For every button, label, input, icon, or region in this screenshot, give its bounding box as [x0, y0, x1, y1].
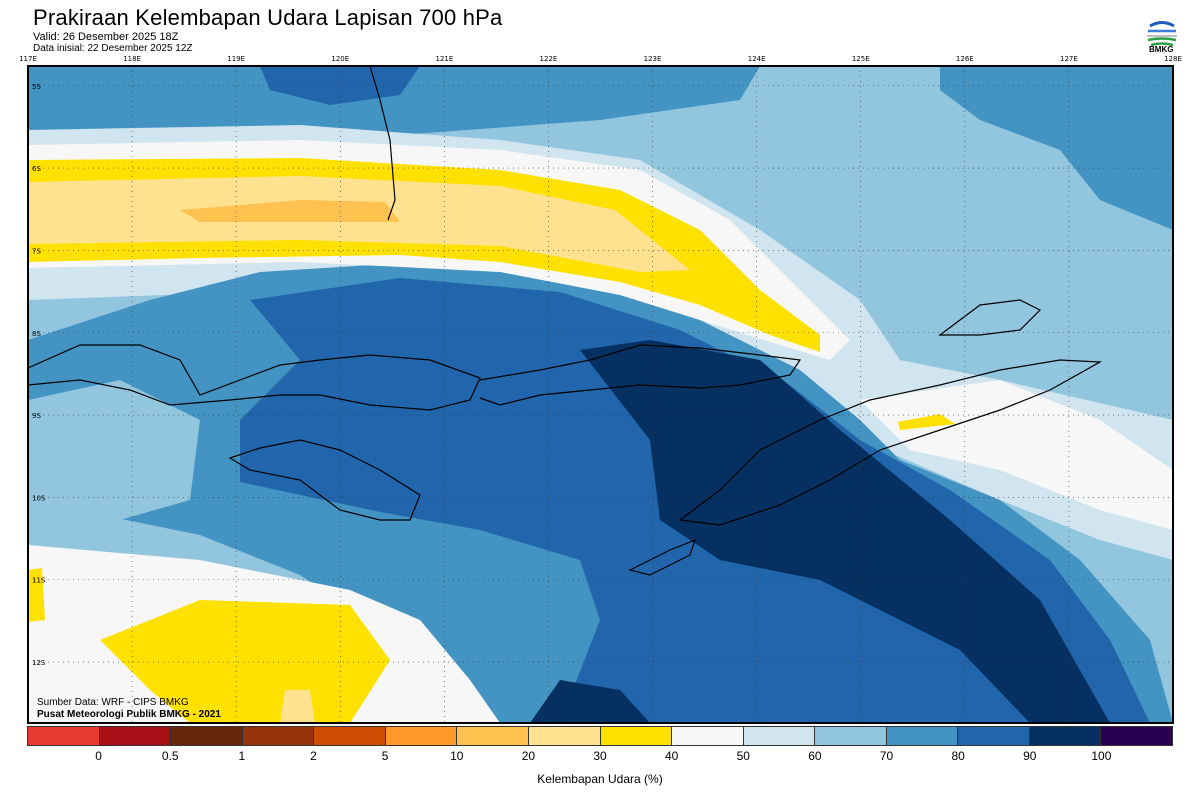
lon-tick-label: 127E [1060, 55, 1078, 63]
colorbar-swatch [314, 727, 386, 745]
data-source: Sumber Data: WRF - CIPS BMKG [37, 697, 189, 708]
coast-timor [678, 359, 1103, 526]
colorbar-label: 0 [95, 749, 102, 763]
lat-tick-label: 7S [32, 247, 41, 255]
colorbar-swatch [672, 727, 744, 745]
coast-alor-wetar [938, 299, 1042, 336]
colorbar-label: 90 [1023, 749, 1037, 763]
colorbar-swatch [528, 727, 601, 745]
bmkg-logo-icon [1147, 19, 1177, 49]
colorbar-label: 70 [879, 749, 894, 763]
field-70-80-north [28, 66, 760, 140]
colorbar-label: 10 [450, 749, 464, 763]
colorbar-label: 30 [593, 749, 607, 763]
colorbar [27, 726, 1173, 746]
field-60-70-ne [760, 66, 940, 150]
colorbar-swatch [958, 727, 1030, 745]
map-title: Prakiraan Kelembapan Udara Lapisan 700 h… [33, 5, 503, 30]
lon-tick-label: 121E [435, 55, 453, 63]
lon-tick-label: 125E [852, 55, 870, 63]
valid-time: Valid: 26 Desember 2025 18Z [33, 31, 179, 43]
field-90-100-core [580, 340, 1110, 723]
field-30-40-southwest [100, 600, 390, 723]
colorbar-title: Kelembapan Udara (%) [537, 772, 663, 786]
lon-tick-label: 117E [19, 55, 37, 63]
colorbar-swatch [1029, 727, 1102, 745]
lat-tick-label: 5S [32, 83, 41, 91]
lat-tick-label: 8S [32, 330, 41, 338]
colorbar-swatch [457, 727, 529, 745]
colorbar-swatch [385, 727, 458, 745]
coast-sumba [228, 439, 421, 521]
lon-tick-label: 120E [331, 55, 349, 63]
field-30-40-edge [28, 568, 45, 622]
colorbar-swatch [28, 727, 100, 745]
coast-flores [479, 344, 802, 406]
lon-tick-label: 119E [227, 55, 245, 63]
field-10-20-band [180, 200, 400, 222]
field-80-90-north [260, 66, 420, 105]
colorbar-swatch [743, 727, 816, 745]
lat-tick-label: 10S [32, 494, 46, 502]
lat-tick-label: 11S [32, 577, 46, 585]
map-frame [27, 65, 1174, 724]
colorbar-swatch [99, 727, 172, 745]
lon-tick-label: 118E [123, 55, 141, 63]
colorbar-swatch [600, 727, 673, 745]
colorbar-label: 1 [238, 749, 246, 763]
graticule [28, 66, 1173, 723]
lon-tick-label: 123E [644, 55, 662, 63]
initial-time: Data inisial: 22 Desember 2025 12Z [33, 43, 193, 54]
colorbar-label: 5 [381, 749, 389, 763]
bmkg-logo-text: BMKG [1149, 45, 1174, 54]
lat-tick-label: 9S [32, 412, 41, 420]
lon-tick-label: 126E [956, 55, 974, 63]
field-70-80-northeast [940, 66, 1173, 230]
lat-tick-label: 12S [32, 659, 46, 667]
colorbar-swatch [171, 727, 243, 745]
lat-tick-label: 6S [32, 165, 41, 173]
publisher: Pusat Meteorologi Publik BMKG - 2021 [37, 709, 221, 720]
longitude-ticks: 117E 118E 119E 120E 121E 122E 123E 124E 125E 126E… [19, 55, 1182, 63]
lon-tick-label: 128E [1164, 55, 1182, 63]
colorbar-swatch [242, 727, 315, 745]
colorbar-swatch [815, 727, 887, 745]
latitude-ticks: 5S 6S 7S 8S 9S 10S 11S 12S [32, 83, 46, 667]
colorbar-swatch [886, 727, 959, 745]
colorbar-label: 20 [521, 749, 536, 763]
coastlines [28, 66, 1103, 576]
humidity-fields [28, 66, 1173, 723]
field-60-70-west [28, 380, 200, 520]
field-20-30-south [280, 690, 315, 723]
lon-tick-label: 122E [540, 55, 558, 63]
field-20-30-band [28, 176, 690, 272]
colorbar-label: 50 [736, 749, 750, 763]
colorbar-swatch [1101, 727, 1172, 745]
lon-tick-label: 124E [748, 55, 766, 63]
field-90-100-south [530, 680, 650, 723]
colorbar-label: 80 [951, 749, 965, 763]
coast-rote [628, 538, 696, 576]
field-30-40-east [898, 414, 955, 430]
colorbar-label: 60 [808, 749, 822, 763]
colorbar-label: 2 [310, 749, 317, 763]
coast-sumbawa-lombok [28, 344, 481, 411]
coast-sulawesi [369, 66, 396, 221]
colorbar-label: 100 [1091, 749, 1112, 763]
colorbar-label: 40 [664, 749, 679, 763]
colorbar-label: 0.5 [161, 749, 179, 763]
